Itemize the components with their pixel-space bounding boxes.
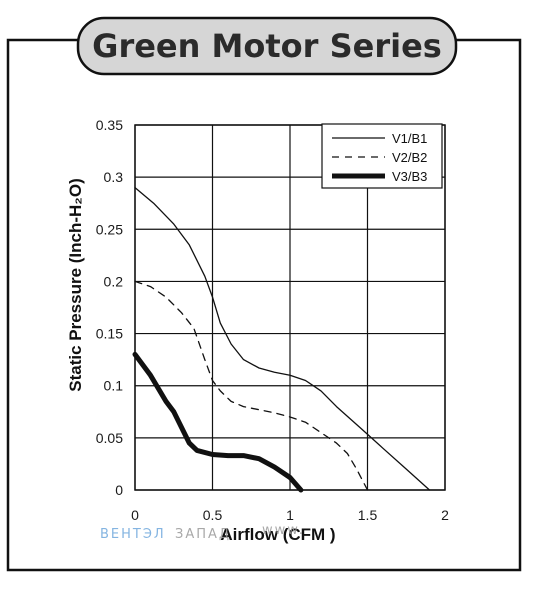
legend-label: V3/B3 (392, 169, 427, 184)
series-line-v3-b3 (132, 351, 304, 493)
y-tick-label: 0 (115, 482, 123, 498)
y-tick-label: 0.15 (96, 326, 123, 342)
watermark-brand-gray: ЗАПАД (175, 527, 231, 542)
y-tick-label: 0.2 (104, 273, 124, 289)
y-axis-label: Static Pressure (Inch-H₂O) (66, 178, 85, 392)
chart-title: Green Motor Series (92, 27, 442, 65)
series-line-v1-b1 (134, 186, 431, 491)
y-tick-label: 0.3 (104, 169, 124, 185)
title-pill (76, 16, 458, 76)
series-line-v2-b2 (134, 280, 369, 491)
x-axis-label: Airflow (CFM ) (220, 525, 335, 544)
x-tick-label: 2 (441, 507, 449, 523)
x-tick-label: 0 (131, 507, 139, 523)
watermark: ВЕНТЭЛ ЗАПАД www. (100, 523, 305, 542)
legend-label: V2/B2 (392, 150, 427, 165)
y-tick-label: 0.1 (104, 378, 124, 394)
legend-label: V1/B1 (392, 131, 427, 146)
plot-area: 0 0.5 1 1.5 2 0 0.05 0.1 0.15 0.2 0.25 0.3 0.35 (96, 117, 449, 523)
plot-border (134, 124, 446, 491)
watermark-brand-blue: ВЕНТЭЛ (100, 527, 166, 542)
y-tick-label: 0.35 (96, 117, 123, 133)
x-tick-label: 1 (286, 507, 294, 523)
y-tick-label: 0.25 (96, 221, 123, 237)
watermark-site: www. (262, 523, 305, 538)
x-tick-label: 0.5 (203, 507, 223, 523)
series-lines (132, 186, 431, 493)
x-tick-label: 1.5 (358, 507, 378, 523)
legend: V1/B1 V2/B2 V3/B3 (321, 123, 443, 189)
tick-labels: 0 0.5 1 1.5 2 0 0.05 0.1 0.15 0.2 0.25 0.3 0.35 (96, 117, 449, 523)
y-tick-label: 0.05 (96, 430, 123, 446)
